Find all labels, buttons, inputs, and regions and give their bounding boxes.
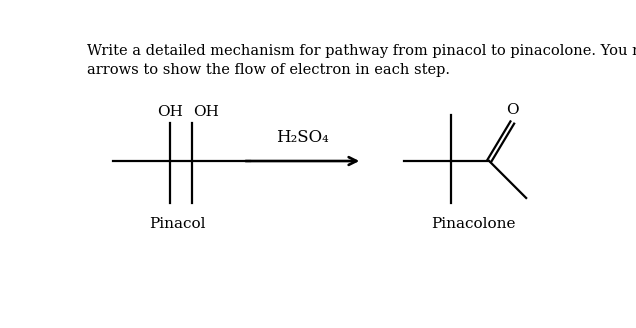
Text: O: O — [506, 103, 518, 117]
Text: Write a detailed mechanism for pathway from pinacol to pinacolone. You need to u: Write a detailed mechanism for pathway f… — [87, 44, 636, 77]
Text: OH: OH — [193, 105, 219, 119]
Text: H₂SO₄: H₂SO₄ — [276, 129, 329, 146]
Text: OH: OH — [158, 105, 183, 119]
Text: Pinacol: Pinacol — [149, 217, 205, 231]
Text: Pinacolone: Pinacolone — [432, 217, 516, 231]
